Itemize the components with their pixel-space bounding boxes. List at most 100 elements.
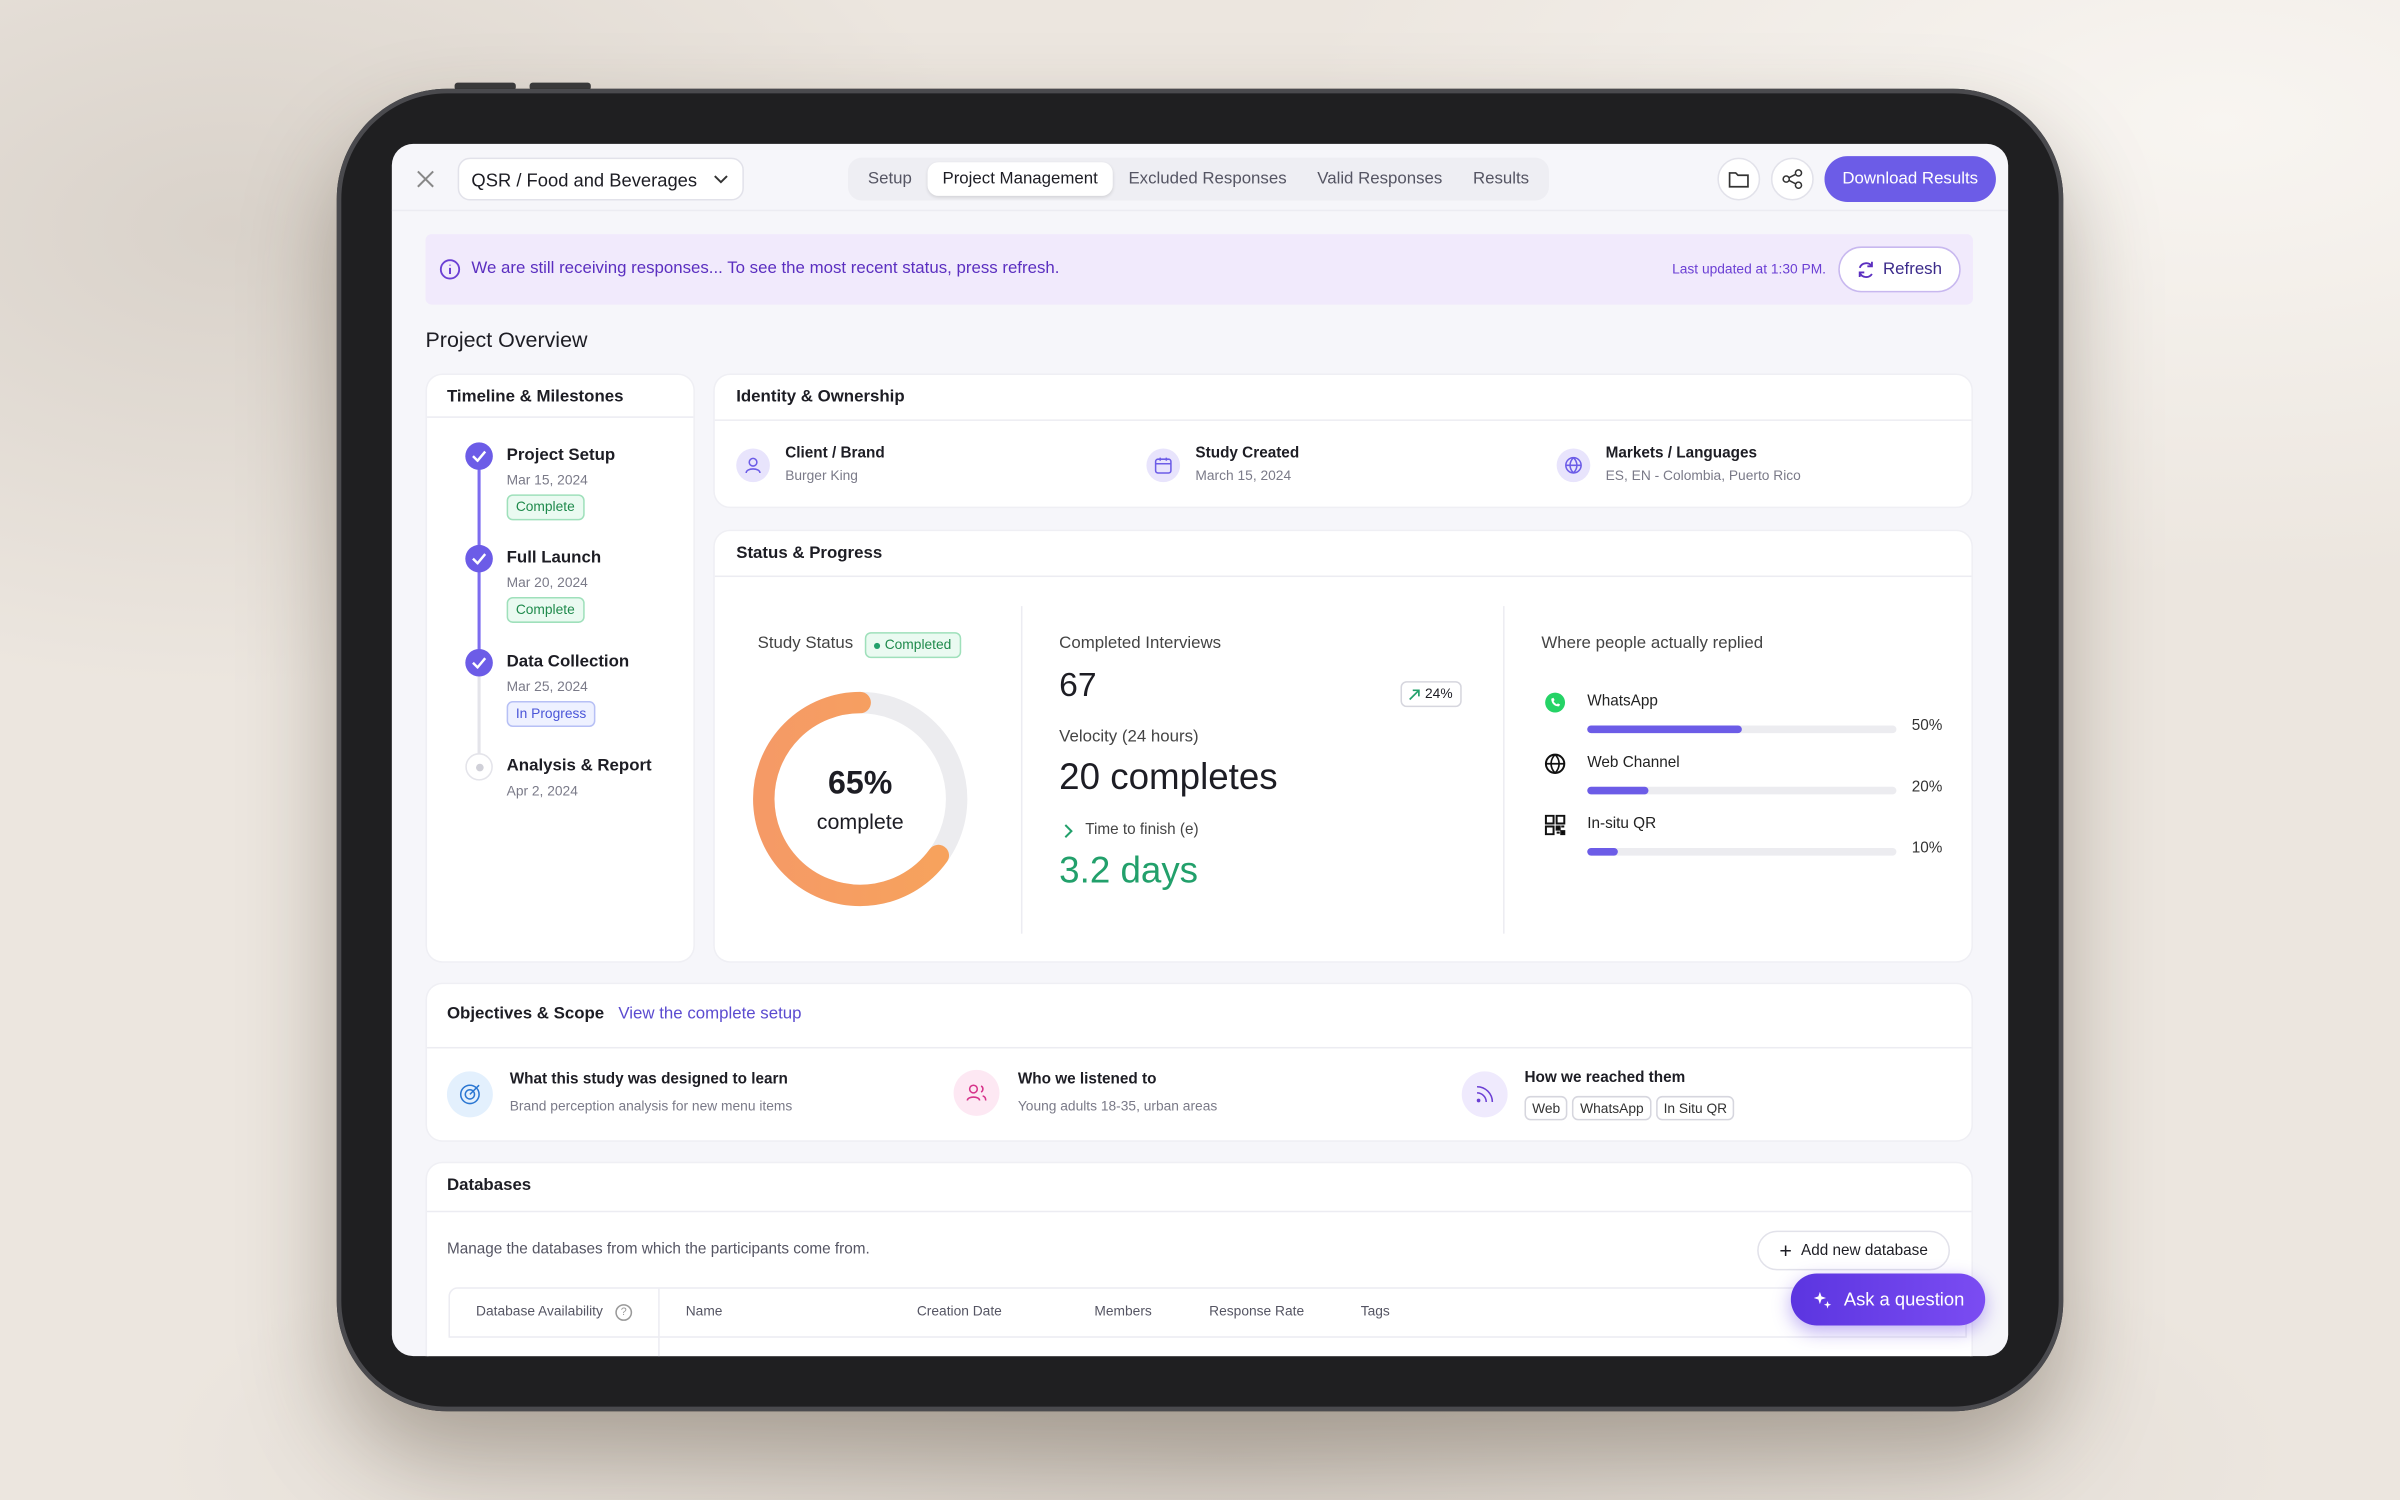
channels-title: Where people actually replied xyxy=(1541,634,1764,653)
project-name: QSR / Food and Beverages xyxy=(471,169,698,192)
download-button[interactable]: Download Results xyxy=(1824,156,1996,203)
objective-title: Who we listened to xyxy=(1017,1071,1157,1089)
column-header: Database Availability xyxy=(476,1303,603,1319)
completed-value: 67 xyxy=(1059,665,1097,704)
card-title: Objectives & Scope xyxy=(446,1004,605,1024)
ask-label: Ask a question xyxy=(1843,1288,1965,1311)
card-title: Timeline & Milestones xyxy=(446,387,624,407)
milestone-date: Mar 25, 2024 xyxy=(506,678,588,695)
tab[interactable]: Excluded Responses xyxy=(1128,169,1287,189)
divider xyxy=(427,416,694,418)
status-dot xyxy=(873,642,881,649)
table-header: Database Availability ? Name Creation Da… xyxy=(448,1287,1967,1357)
channel-name: Web Channel xyxy=(1587,754,1680,772)
identity-glyph xyxy=(745,457,761,474)
setup-link[interactable]: View the complete setup xyxy=(618,1004,802,1024)
tab[interactable]: Setup xyxy=(867,169,912,189)
identity-value: March 15, 2024 xyxy=(1195,467,1292,484)
identity-icon xyxy=(1146,448,1181,483)
arrow-icon xyxy=(1409,689,1420,701)
objectives-card: Objectives & Scope View the complete set… xyxy=(427,984,1972,1141)
column-header: Name xyxy=(685,1303,723,1319)
people-glyph xyxy=(966,1084,987,1101)
databases-description: Manage the databases from which the part… xyxy=(446,1241,870,1259)
divider xyxy=(427,1046,1972,1049)
identity-card: Identity & Ownership Client / Brand Burge… xyxy=(714,375,1972,507)
channel-glyph xyxy=(1544,814,1566,836)
bar xyxy=(1587,847,1619,856)
study-status-badge: Completed xyxy=(864,632,961,659)
channel-glyph xyxy=(1545,692,1566,713)
section-title: Project Overview xyxy=(425,326,588,352)
refresh-button[interactable]: Refresh xyxy=(1838,246,1961,293)
channel-icon xyxy=(1544,692,1566,713)
divider xyxy=(427,1210,1972,1213)
identity-label: Study Created xyxy=(1195,445,1300,463)
donut-progress xyxy=(753,691,968,907)
sparkle-icon xyxy=(1813,1291,1831,1308)
tab[interactable]: Results xyxy=(1472,169,1530,189)
tag: Web xyxy=(1524,1095,1568,1121)
device-button xyxy=(454,82,516,91)
identity-icon xyxy=(736,448,770,483)
divider xyxy=(714,419,1972,421)
plus-icon: + xyxy=(1779,1238,1792,1263)
add-database-button[interactable]: + Add new database xyxy=(1757,1230,1950,1271)
milestone-name: Analysis & Report xyxy=(506,756,652,776)
check-icon xyxy=(472,657,487,669)
tab[interactable]: Valid Responses xyxy=(1317,169,1443,189)
signal-icon xyxy=(1461,1071,1508,1118)
column-header: Members xyxy=(1094,1303,1152,1319)
card-title: Databases xyxy=(446,1176,532,1195)
bar xyxy=(1587,725,1742,734)
channel-icon xyxy=(1544,814,1566,836)
chevron xyxy=(1064,824,1073,838)
milestone-name: Full Launch xyxy=(506,548,602,567)
bar xyxy=(1587,786,1650,795)
add-database-label: Add new database xyxy=(1801,1242,1928,1259)
tab-active[interactable]: Project Management xyxy=(927,162,1114,196)
card-title: Status & Progress xyxy=(736,543,883,563)
info-icon xyxy=(439,259,461,280)
objective-text: Brand perception analysis for new menu i… xyxy=(509,1098,793,1114)
column-header: Tags xyxy=(1360,1303,1390,1319)
milestone-check xyxy=(465,442,493,470)
milestone-date: Apr 2, 2024 xyxy=(506,783,578,799)
identity-value: Burger King xyxy=(785,467,858,484)
bar-track xyxy=(1587,786,1897,795)
divider xyxy=(714,575,1972,578)
status-card: Status & Progress Study Status Completed… xyxy=(714,531,1972,962)
channel-share: 20% xyxy=(1911,779,1943,796)
identity-value: ES, EN - Colombia, Puerto Rico xyxy=(1605,467,1801,484)
project-dropdown[interactable]: QSR / Food and Beverages xyxy=(457,157,744,201)
help-icon[interactable]: ? xyxy=(615,1304,633,1321)
milestone-status: Complete xyxy=(506,596,584,623)
info-banner: We are still receiving responses... To s… xyxy=(425,234,1973,305)
milestone-name: Data Collection xyxy=(506,652,630,672)
progress-caption: complete xyxy=(816,809,904,834)
channel-glyph xyxy=(1544,753,1566,774)
objective-title: What this study was designed to learn xyxy=(509,1071,788,1089)
timeline-card: Timeline & Milestones Project Setup Mar 1… xyxy=(427,375,694,962)
close-button[interactable] xyxy=(416,170,434,188)
column-header: Response Rate xyxy=(1209,1303,1305,1319)
refresh-label: Refresh xyxy=(1883,260,1942,279)
identity-icon xyxy=(1556,448,1591,483)
study-status: Completed xyxy=(884,636,952,653)
channel-name: WhatsApp xyxy=(1587,693,1658,711)
signal-glyph xyxy=(1476,1085,1494,1103)
last-updated: Last updated at 1:30 PM. xyxy=(1672,261,1827,277)
velocity-label: Velocity (24 hours) xyxy=(1059,727,1199,747)
finish-label: Time to finish (e) xyxy=(1085,821,1199,839)
identity-glyph xyxy=(1154,457,1172,474)
ask-button[interactable]: Ask a question xyxy=(1790,1273,1986,1326)
divider xyxy=(1020,606,1023,934)
banner-message: We are still receiving responses... To s… xyxy=(471,259,1060,278)
share-button[interactable] xyxy=(1770,157,1814,201)
identity-label: Markets / Languages xyxy=(1605,445,1758,463)
channel-share: 10% xyxy=(1911,840,1943,858)
tab-bar: Setup Project Management Excluded Respon… xyxy=(847,157,1550,201)
objective-text: Young adults 18-35, urban areas xyxy=(1017,1098,1218,1114)
folder-button[interactable] xyxy=(1717,157,1761,201)
